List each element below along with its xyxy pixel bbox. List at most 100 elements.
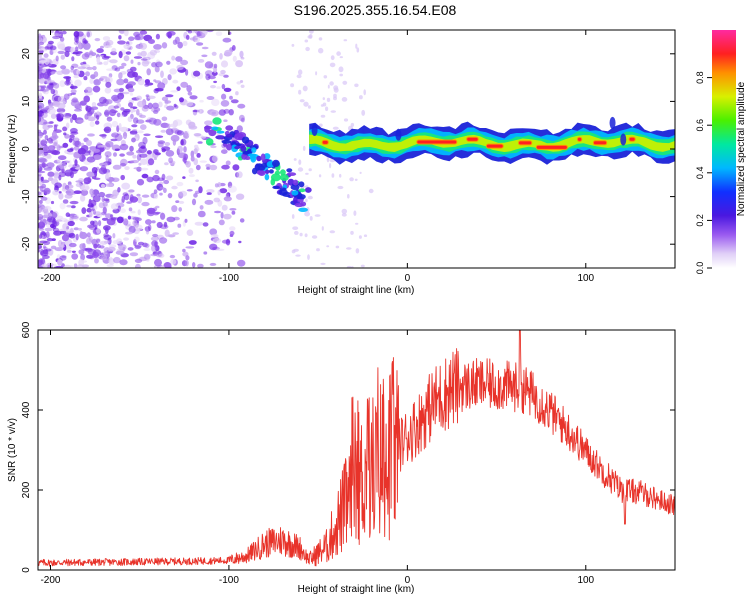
noise-blob — [118, 30, 126, 34]
noise-blob — [359, 95, 363, 100]
noise-blob — [330, 110, 336, 113]
ducted-line-hot-core — [467, 137, 478, 141]
noise-blob — [192, 262, 196, 268]
noise-blob — [194, 190, 200, 194]
y-tick-label: 20 — [21, 48, 32, 60]
noise-blob — [147, 102, 153, 110]
noise-blob — [90, 220, 95, 225]
snr-frame — [37, 329, 676, 571]
noise-blob — [65, 212, 71, 217]
noise-blob — [49, 49, 54, 56]
noise-blob — [135, 263, 141, 268]
noise-blob — [87, 133, 95, 137]
noise-blob — [141, 58, 148, 61]
noise-blob — [223, 74, 229, 78]
noise-blob — [158, 101, 163, 108]
noise-blob — [52, 189, 60, 196]
y-tick-label: -20 — [21, 237, 32, 252]
noise-blob — [97, 244, 101, 249]
noise-blob — [94, 258, 99, 264]
noise-blob — [237, 103, 246, 109]
branch-blob — [205, 138, 214, 146]
noise-blob — [119, 259, 128, 266]
noise-blob — [108, 176, 113, 184]
noise-blob — [137, 52, 142, 57]
noise-blob — [43, 151, 48, 156]
noise-blob — [347, 194, 350, 199]
noise-blob — [337, 185, 344, 190]
noise-blob — [160, 70, 164, 78]
noise-blob — [335, 245, 340, 249]
colorbar-tick-label: 0.8 — [695, 71, 705, 84]
y-tick-label: 600 — [21, 321, 32, 338]
noise-blob — [128, 189, 135, 193]
noise-blob — [166, 123, 171, 129]
noise-blob — [195, 179, 199, 183]
noise-blob — [223, 119, 228, 122]
noise-blob — [363, 234, 368, 237]
branch-blob — [234, 133, 244, 141]
noise-blob — [104, 109, 110, 117]
noise-blob — [307, 195, 313, 200]
noise-blob — [53, 263, 57, 268]
noise-blob — [146, 150, 152, 155]
noise-blob — [60, 65, 67, 70]
noise-blob — [140, 158, 148, 165]
noise-blob — [163, 179, 170, 185]
noise-blob — [105, 81, 112, 88]
noise-blob — [209, 228, 218, 236]
noise-blob — [123, 30, 129, 37]
noise-blob — [77, 66, 87, 70]
noise-blob — [304, 211, 310, 217]
branch-blob — [211, 126, 219, 131]
noise-blob — [103, 61, 109, 66]
noise-blob — [71, 56, 75, 62]
noise-blob — [318, 174, 322, 178]
noise-blob — [165, 128, 174, 136]
noise-blob — [38, 191, 43, 196]
noise-blob — [131, 137, 136, 143]
noise-blob — [163, 262, 172, 268]
noise-blob — [363, 89, 367, 96]
noise-blob — [50, 223, 55, 229]
noise-blob — [130, 107, 134, 114]
noise-blob — [241, 117, 245, 123]
noise-blob — [164, 142, 171, 146]
noise-blob — [193, 70, 201, 77]
noise-blob — [69, 134, 75, 139]
noise-blob — [144, 226, 151, 232]
branch-blob — [265, 169, 270, 175]
noise-blob — [93, 71, 99, 78]
noise-blob — [195, 164, 201, 171]
noise-blob — [128, 225, 136, 234]
noise-blob — [150, 253, 159, 257]
noise-blob — [173, 119, 183, 126]
branch-blob — [260, 153, 266, 162]
noise-blob — [50, 200, 55, 205]
noise-blob — [84, 113, 89, 120]
noise-blob — [169, 68, 177, 75]
noise-blob — [329, 230, 336, 234]
noise-blob — [129, 92, 134, 96]
noise-blob — [105, 154, 109, 163]
noise-blob — [298, 89, 302, 95]
noise-blob — [123, 78, 129, 84]
noise-blob — [169, 254, 176, 259]
noise-blob — [130, 132, 137, 135]
noise-blob — [224, 49, 233, 57]
noise-blob — [318, 37, 323, 41]
noise-blob — [356, 47, 360, 53]
noise-blob — [296, 74, 302, 79]
noise-blob — [133, 31, 141, 37]
noise-blob — [39, 72, 44, 79]
noise-blob — [199, 205, 204, 210]
noise-blob — [69, 200, 79, 205]
noise-blob — [117, 205, 122, 212]
noise-blob — [98, 191, 106, 198]
noise-blob — [99, 162, 108, 167]
noise-blob — [189, 95, 198, 100]
noise-blob — [194, 144, 199, 149]
noise-blob — [137, 209, 141, 216]
noise-blob — [58, 192, 64, 200]
